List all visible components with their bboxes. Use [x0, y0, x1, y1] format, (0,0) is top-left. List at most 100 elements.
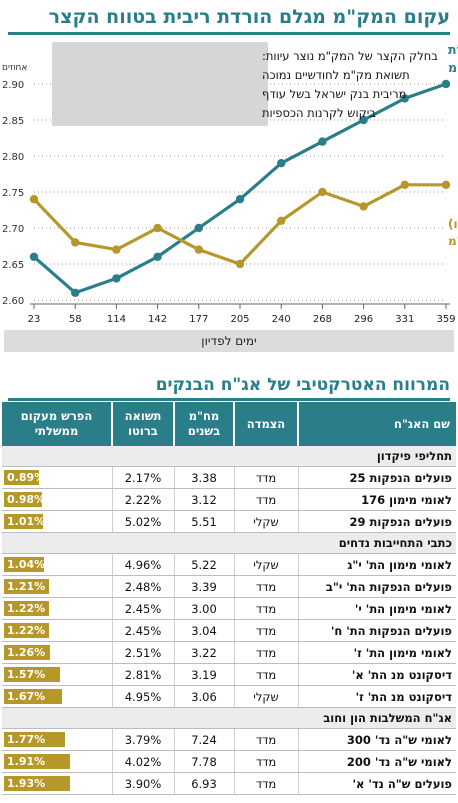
x-tick-label: 177	[189, 314, 208, 325]
bond-name-cell: פועלים הנפקות 29	[297, 510, 456, 533]
header-linkage: הצמדה	[233, 402, 298, 446]
bond-name-cell: לאומי מימון הת' י'	[297, 597, 456, 620]
x-tick-label: 23	[28, 314, 41, 325]
gross-yield-cell: 2.22%	[111, 488, 174, 511]
spread-cell: 1.22%	[2, 619, 112, 642]
x-tick-label: 268	[313, 314, 332, 325]
bond-name-cell: דיסקונט מנ הת' א'	[297, 663, 456, 686]
linkage-cell: מדד	[233, 728, 298, 751]
legend-label-forward-rate: מתשואות המק"מ	[448, 60, 458, 75]
linkage-cell: מדד	[233, 488, 298, 511]
spread-cell: 0.98%	[2, 488, 112, 511]
table-row: פועלים הנפקות הת' י"ב מדד 3.39 2.48% 1.21%	[2, 575, 456, 598]
data-point	[153, 252, 162, 261]
header-spread: הפרש מעקום ממשלתי	[2, 402, 112, 446]
spread-bar: 1.93%	[4, 776, 70, 791]
linkage-cell: מדד	[233, 597, 298, 620]
gross-yield-cell: 2.48%	[111, 575, 174, 598]
x-tick-label: 114	[107, 314, 126, 325]
bond-name-cell: פועלים הנפקות 25	[297, 466, 456, 489]
annotation-text: מריבית בנק ישראל בשל עודף	[262, 87, 406, 101]
duration-cell: 3.39	[173, 575, 234, 598]
x-tick-label: 205	[230, 314, 249, 325]
spread-cell: 1.57%	[2, 663, 112, 686]
duration-cell: 7.24	[173, 728, 234, 751]
x-tick-label: 359	[436, 314, 455, 325]
y-tick-label: 2.85	[2, 116, 24, 127]
bond-name-cell: לאומי ש"ה נד' 300	[297, 728, 456, 751]
x-tick-label: 296	[354, 314, 373, 325]
header-duration: מח"מ בשנים	[173, 402, 234, 446]
spread-bar: 1.67%	[4, 689, 62, 704]
spread-bar: 0.89%	[4, 470, 45, 485]
spread-cell: 1.01%	[2, 510, 112, 533]
legend-label-gross-yield: תשואה לפדיון (ברוטו)	[448, 217, 458, 231]
data-point	[359, 202, 368, 211]
duration-cell: 5.51	[173, 510, 234, 533]
spread-bar: 1.21%	[4, 579, 49, 594]
section-row: אג"ח המשלבות הון וחוב	[2, 707, 456, 729]
table-row: לאומי מימון הת' י' מדד 3.00 2.45% 1.22%	[2, 597, 456, 620]
bond-name-cell: לאומי ש"ה נד' 200	[297, 750, 456, 773]
spread-bar: 1.91%	[4, 754, 70, 769]
section-label: תחליפי פיקדון	[2, 446, 456, 467]
x-tick-label: 58	[69, 314, 82, 325]
data-point	[400, 180, 409, 189]
data-point	[112, 245, 121, 254]
x-tick-label: 142	[148, 314, 167, 325]
duration-cell: 7.78	[173, 750, 234, 773]
gross-yield-cell: 2.17%	[111, 466, 174, 489]
spread-bar: 1.22%	[4, 623, 49, 638]
gross-yield-cell: 2.45%	[111, 597, 174, 620]
bond-name-cell: לאומי מימון הת' י"ג	[297, 553, 456, 576]
spread-cell: 0.89%	[2, 466, 112, 489]
section-label: אג"ח המשלבות הון וחוב	[2, 707, 456, 729]
spread-cell: 1.77%	[2, 728, 112, 751]
linkage-cell: שקלי	[233, 510, 298, 533]
data-point	[235, 195, 245, 204]
data-point	[29, 252, 39, 261]
section-row: תחליפי פיקדון	[2, 446, 456, 467]
data-point	[29, 195, 39, 204]
spread-bar: 1.26%	[4, 645, 50, 660]
y-tick-label: 2.70	[2, 224, 24, 235]
spread-cell: 1.26%	[2, 641, 112, 664]
linkage-cell: שקלי	[233, 685, 298, 708]
y-axis-unit-label: אחוזים	[2, 63, 27, 73]
gross-yield-cell: 5.02%	[111, 510, 174, 533]
table-title: המרווח האטרקטיבי של אג"ח הבנקים	[8, 372, 450, 401]
gross-yield-cell: 3.79%	[111, 728, 174, 751]
linkage-cell: מדד	[233, 750, 298, 773]
data-point	[71, 238, 80, 247]
gross-yield-cell: 2.81%	[111, 663, 174, 686]
bond-name-cell: לאומי מימון 176	[297, 488, 456, 511]
table-header-row: שם האג"ח הצמדה מח"מ בשנים תשואה ברוטו הפ…	[2, 402, 456, 446]
data-point	[441, 180, 451, 189]
annotation-text: תשואת מק"מ לחודשיים נמוכה	[262, 68, 410, 82]
spread-bar: 0.98%	[4, 492, 45, 507]
annotation-text: ביקוש לקרנות הכספיות	[262, 106, 376, 120]
spread-cell: 1.91%	[2, 750, 112, 773]
gross-yield-cell: 2.45%	[111, 619, 174, 642]
linkage-cell: שקלי	[233, 553, 298, 576]
gross-yield-cell: 4.96%	[111, 553, 174, 576]
y-tick-label: 2.65	[2, 260, 24, 271]
table-row: לאומי מימון הת' ז' מדד 3.22 2.51% 1.26%	[2, 641, 456, 664]
duration-cell: 3.38	[173, 466, 234, 489]
table-row: פועלים ש"ה נד' א' מדד 6.93 3.90% 1.93%	[2, 772, 456, 795]
y-tick-label: 2.80	[2, 152, 24, 163]
spread-cell: 1.21%	[2, 575, 112, 598]
spread-bar: 1.77%	[4, 732, 65, 747]
bond-name-cell: דיסקונט מנ הת' ז'	[297, 685, 456, 708]
section-label: כתבי התחייבות נדחים	[2, 532, 456, 554]
data-point	[194, 245, 203, 254]
table-row: לאומי ש"ה נד' 200 מדד 7.78 4.02% 1.91%	[2, 750, 456, 773]
table-row: פועלים הנפקות הת' ח' מדד 3.04 2.45% 1.22%	[2, 619, 456, 642]
linkage-cell: מדד	[233, 575, 298, 598]
bond-name-cell: לאומי מימון הת' ז'	[297, 641, 456, 664]
x-tick-label: 331	[395, 314, 414, 325]
legend-label-gross-yield: של עקום המק"מ	[448, 234, 458, 248]
spread-bar: 1.04%	[4, 557, 45, 572]
duration-cell: 3.04	[173, 619, 234, 642]
spread-cell: 1.22%	[2, 597, 112, 620]
